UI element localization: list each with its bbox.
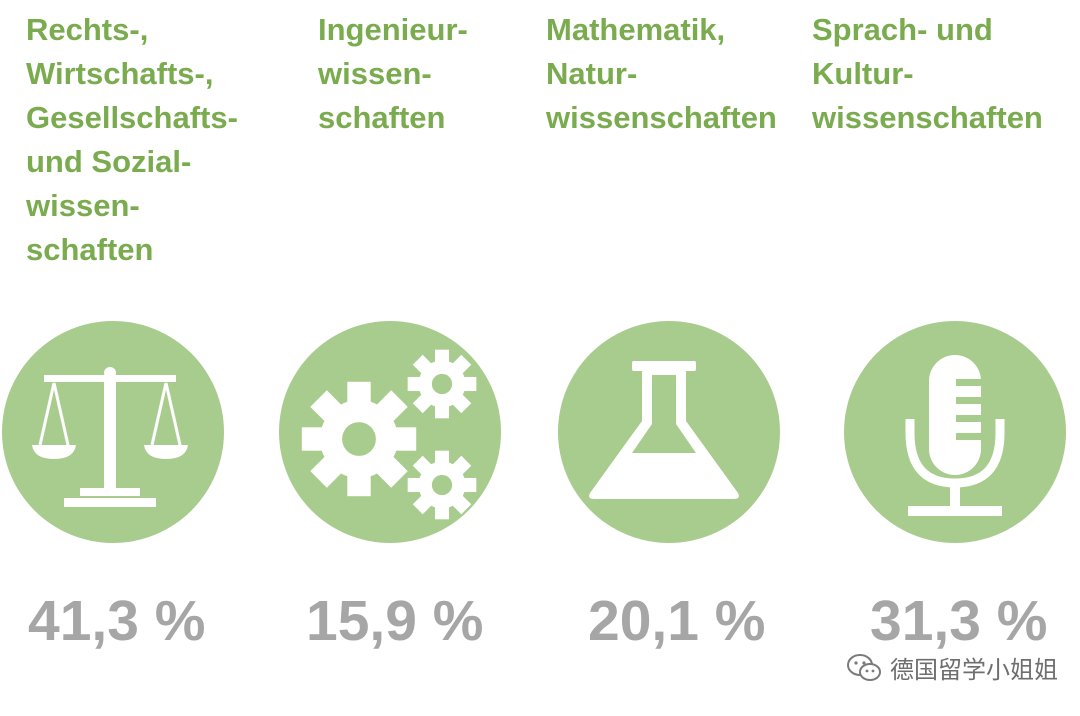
scales-icon — [32, 367, 188, 507]
watermark: 德国留学小姐姐 — [846, 650, 1058, 685]
category-engineering: Ingenieur- wissen- schaften — [270, 0, 540, 716]
category-percent: 20,1 % — [588, 589, 766, 653]
category-percent: 15,9 % — [306, 589, 484, 653]
gears-icon — [301, 349, 477, 520]
watermark-text: 德国留学小姐姐 — [890, 656, 1058, 684]
category-percent: 41,3 % — [28, 589, 206, 653]
category-math-science: Mathematik, Natur- wissenschaften 20,1 % — [540, 0, 810, 716]
category-percent: 31,3 % — [870, 589, 1048, 653]
wechat-icon — [847, 653, 881, 681]
microphone-icon — [905, 355, 1005, 516]
category-icon-circle — [844, 321, 1066, 543]
category-title: Sprach- und Kultur- wissenschaften — [812, 12, 1043, 135]
category-title: Rechts-, Wirtschafts-, Gesellschafts- un… — [26, 12, 238, 267]
category-icon-circle — [558, 321, 780, 543]
category-title: Ingenieur- wissen- schaften — [318, 12, 468, 135]
flask-icon — [589, 361, 739, 499]
category-law-economics: Rechts-, Wirtschafts-, Gesellschafts- un… — [0, 0, 270, 716]
category-language-culture: Sprach- und Kultur- wissenschaften 31,3 … — [810, 0, 1080, 716]
category-title: Mathematik, Natur- wissenschaften — [546, 12, 777, 135]
category-icon-circle — [279, 321, 501, 543]
category-icon-circle — [2, 321, 224, 543]
